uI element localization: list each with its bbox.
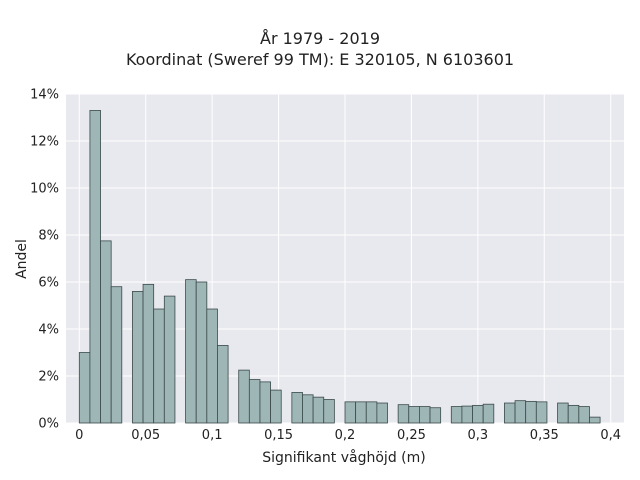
x-tick-label: 0,35: [530, 428, 559, 443]
histogram-bar: [238, 369, 250, 424]
histogram-bar: [142, 283, 155, 424]
histogram-bar: [153, 308, 165, 424]
histogram-bar: [450, 406, 463, 424]
histogram-bars: [78, 110, 601, 424]
histogram-bar: [461, 405, 473, 424]
histogram-bar: [567, 404, 580, 424]
x-tick-label: 0,3: [468, 428, 489, 443]
histogram-bar: [323, 399, 335, 424]
histogram-bar: [504, 402, 516, 424]
x-tick-labels: 0 0,05 0,1 0,15 0,2 0,25 0,3 0,35 0,4: [75, 428, 621, 443]
histogram-bar: [408, 406, 420, 424]
histogram-bar: [259, 381, 272, 424]
x-tick-label: 0,15: [264, 428, 293, 443]
histogram-bar: [206, 308, 218, 424]
histogram-bar: [100, 240, 112, 424]
histogram-bar: [89, 110, 101, 424]
histogram-bar: [535, 401, 548, 424]
histogram-bar: [270, 389, 282, 424]
histogram-bar: [365, 401, 378, 424]
histogram-bar: [344, 401, 357, 424]
histogram-bar: [195, 281, 208, 424]
histogram-bar: [376, 402, 388, 424]
x-tick-label: 0: [75, 428, 83, 443]
x-axis-label: Signifikant våghöjd (m): [262, 449, 425, 466]
y-tick-labels: 0% 2% 4% 6% 8% 10% 12% 14%: [30, 88, 59, 432]
y-tick-label: 10%: [30, 182, 59, 197]
histogram-bar: [355, 401, 367, 424]
chart-title-line-2: Koordinat (Sweref 99 TM): E 320105, N 61…: [125, 50, 515, 69]
histogram-bar: [557, 402, 569, 424]
histogram-bar: [132, 290, 144, 424]
histogram-bar: [302, 394, 314, 424]
y-tick-label: 12%: [30, 135, 59, 150]
histogram-bar: [578, 406, 590, 424]
histogram-bar: [482, 403, 495, 424]
histogram-bar: [248, 379, 261, 424]
histogram-bar: [472, 404, 484, 424]
histogram-bar: [217, 345, 229, 424]
x-tick-label: 0,1: [202, 428, 223, 443]
histogram-bar: [291, 392, 303, 424]
histogram-bar: [525, 400, 537, 424]
histogram-bar: [110, 286, 123, 424]
histogram-bar: [418, 406, 431, 424]
histogram-bar: [514, 400, 527, 424]
histogram-bar: [312, 396, 325, 424]
y-axis-label: Andel: [14, 239, 30, 279]
y-tick-label: 4%: [38, 323, 59, 338]
histogram-bar: [185, 279, 197, 424]
histogram-bar: [78, 352, 91, 424]
y-tick-label: 0%: [38, 417, 59, 432]
chart-title-line-1: År 1979 - 2019: [260, 29, 380, 48]
histogram-bar: [589, 416, 601, 424]
y-tick-label: 2%: [38, 370, 59, 385]
x-tick-label: 0,4: [600, 428, 621, 443]
histogram-bar: [397, 404, 410, 424]
y-tick-label: 14%: [30, 88, 59, 103]
histogram-bar: [163, 295, 176, 424]
x-tick-label: 0,2: [335, 428, 356, 443]
x-tick-label: 0,25: [397, 428, 426, 443]
y-tick-label: 6%: [38, 276, 59, 291]
y-tick-label: 8%: [38, 229, 59, 244]
x-tick-label: 0,05: [131, 428, 160, 443]
histogram-bar: [429, 407, 442, 424]
